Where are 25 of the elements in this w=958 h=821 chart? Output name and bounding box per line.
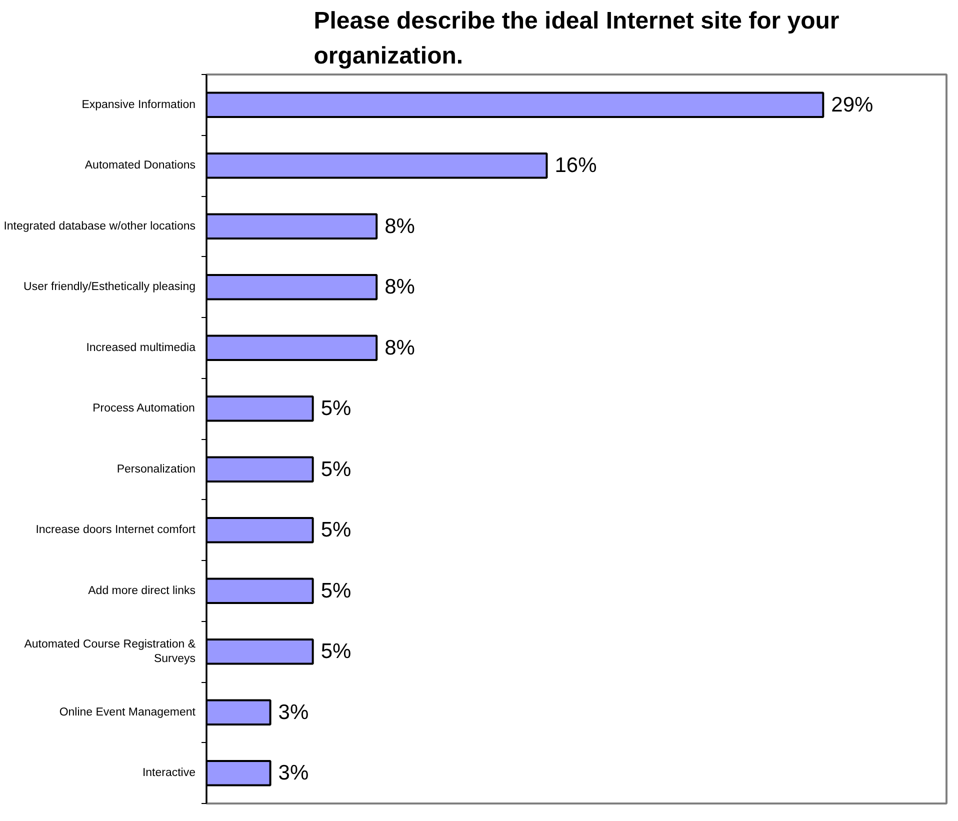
y-tick-label: Expansive Information <box>82 98 196 111</box>
data-label: 5% <box>320 518 352 542</box>
data-label: 5% <box>320 579 352 602</box>
data-label: 5% <box>320 640 352 664</box>
data-label: 3% <box>278 762 309 785</box>
data-label: 3% <box>278 700 309 724</box>
data-label: 5% <box>320 397 352 420</box>
y-tick-label: Add more direct links <box>88 584 196 597</box>
y-tick-label: Personalization <box>116 463 196 476</box>
y-tick-label: Integrated database w/other locations <box>4 220 196 232</box>
y-tick-label: Automated Course Registration & Surveys <box>24 638 196 665</box>
y-tick-label: Online Event Management <box>59 706 196 718</box>
data-label: 8% <box>384 276 415 299</box>
data-label: 5% <box>320 458 352 481</box>
data-label: 8% <box>384 336 415 360</box>
data-label: 8% <box>384 214 415 238</box>
data-label: 16% <box>554 154 597 178</box>
y-tick-label: User friendly/Esthetically pleasing <box>24 281 196 294</box>
y-tick-label: Increase doors Internet comfort <box>36 524 196 536</box>
y-tick-label: Process Automation <box>92 402 195 415</box>
data-label: 29% <box>831 93 874 116</box>
chart-title: Please describe the ideal Internet site for your organization. <box>314 7 840 70</box>
y-tick-label: Interactive <box>142 767 196 780</box>
y-tick-label: Automated Donations <box>84 160 196 172</box>
y-tick-label: Increased multimedia <box>86 342 196 354</box>
